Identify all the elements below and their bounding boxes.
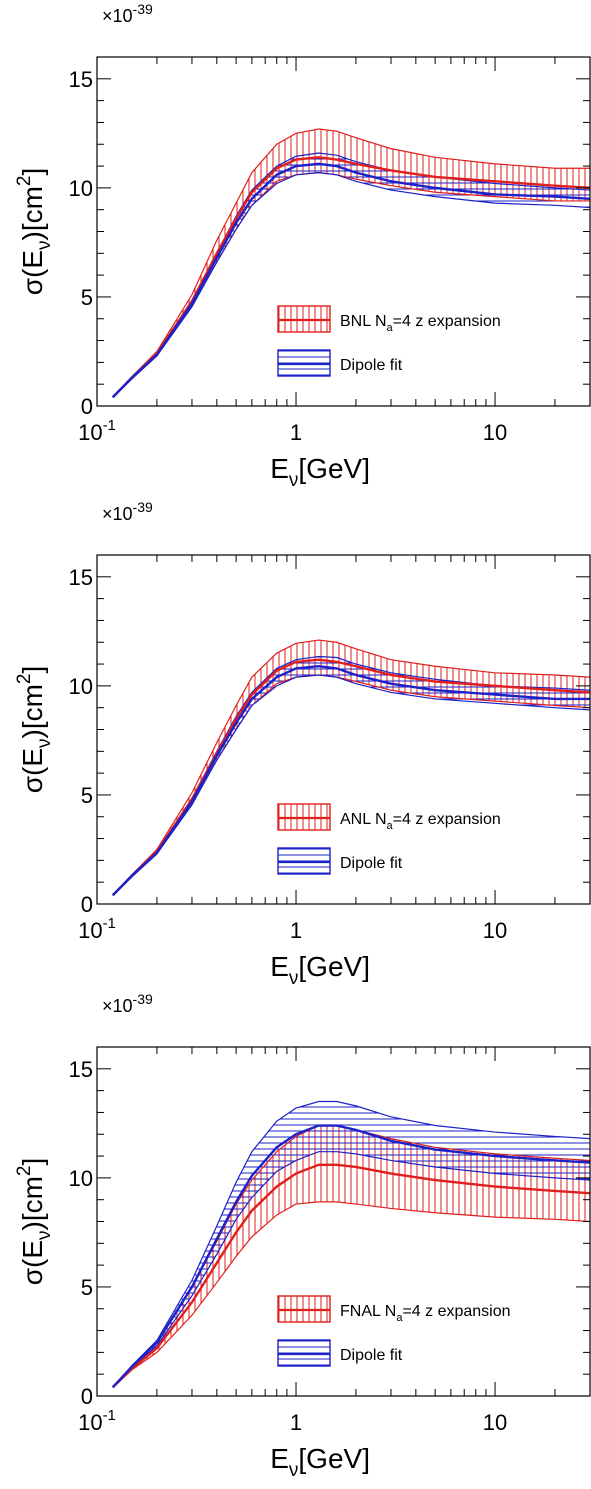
plot-area [111,128,590,399]
uncertainty-band [112,1101,590,1388]
band-lower-line [112,674,590,896]
plot-frame [96,1046,591,1397]
y-tick-label: 15 [69,1057,93,1082]
series-center-line [111,1163,590,1389]
legend-label: ANL Na=4 z expansion [340,811,501,832]
x-tick-label: 10 [483,1410,507,1435]
series-center-line [111,665,590,897]
x-tick-label: 10-1 [78,915,116,943]
series-center-line [111,162,590,399]
y-axis-label: σ(Eν)[cm2] [14,666,55,794]
chart-panel-bnl: 0 5 10 15 10-1 1 10 ×10-39 σ(Eν)[cm2] Eν[GeV] BNL … [0,0,591,494]
chart-panel-fnal: 0 5 10 15 10-1 1 10 ×10-39 σ(Eν)[cm2] Eν[GeV] FNAL… [0,990,591,1484]
chart-svg: 0 5 10 15 10-1 1 10 ×10-39 σ(Eν)[cm2] Eν[GeV] ANL … [14,499,591,989]
y-tick-label: 10 [69,1166,93,1191]
y-tick-label: 5 [81,783,93,808]
band-lower-line [112,172,590,398]
chart-svg: 0 5 10 15 10-1 1 10 ×10-39 σ(Eν)[cm2] Eν[GeV] BNL … [14,1,591,491]
y-axis-label: σ(Eν)[cm2] [14,168,55,296]
uncertainty-band [112,1125,590,1388]
chart-panel-anl: 0 5 10 15 10-1 1 10 ×10-39 σ(Eν)[cm2] Eν[GeV] ANL … [0,498,591,992]
legend-label: Dipole fit [340,1347,403,1364]
y-tick-label: 0 [81,892,93,917]
legend-label: Dipole fit [340,855,403,872]
chart-svg: 0 5 10 15 10-1 1 10 ×10-39 σ(Eν)[cm2] Eν[GeV] FNAL… [14,991,591,1481]
plot-area [111,639,590,897]
x-tick-label: 10-1 [78,1407,116,1435]
axis-multiplier: ×10-39 [102,1,153,26]
x-axis-label: Eν[GeV] [270,1443,370,1481]
x-tick-label: 1 [290,918,302,943]
y-tick-label: 5 [81,285,93,310]
series-center-line [111,1124,590,1389]
uncertainty-band [112,128,590,398]
legend-label: Dipole fit [340,357,403,374]
x-tick-label: 10 [483,918,507,943]
legend-label: FNAL Na=4 z expansion [340,1303,511,1324]
y-axis-label: σ(Eν)[cm2] [14,1158,55,1286]
y-tick-label: 10 [69,176,93,201]
x-tick-label: 1 [290,1410,302,1435]
plot-frame [96,554,591,905]
x-tick-label: 1 [290,420,302,445]
x-tick-label: 10 [483,420,507,445]
band-upper-line [112,639,590,896]
y-tick-label: 15 [69,565,93,590]
x-axis-label: Eν[GeV] [270,951,370,989]
x-tick-label: 10-1 [78,417,116,445]
y-tick-label: 10 [69,674,93,699]
legend-label: BNL Na=4 z expansion [340,313,501,334]
band-lower-line [112,1201,590,1388]
plot-area [111,1100,590,1389]
band-lower-line [112,1151,590,1388]
band-upper-line [112,1100,590,1388]
y-tick-label: 5 [81,1275,93,1300]
x-axis-label: Eν[GeV] [270,453,370,491]
y-tick-label: 0 [81,394,93,419]
plot-frame [96,56,591,407]
y-tick-label: 0 [81,1384,93,1409]
axis-multiplier: ×10-39 [102,991,153,1016]
axis-multiplier: ×10-39 [102,499,153,524]
y-tick-label: 15 [69,67,93,92]
band-upper-line [112,128,590,398]
